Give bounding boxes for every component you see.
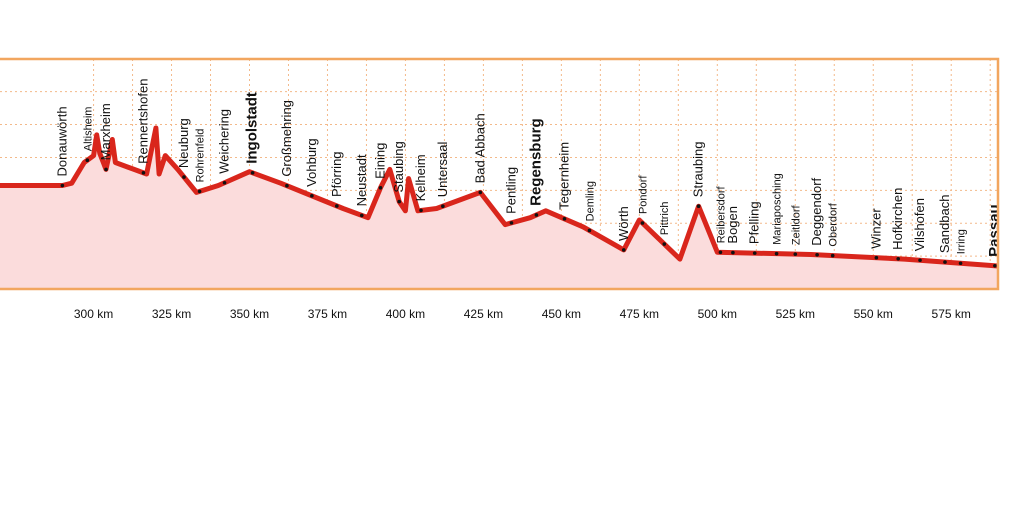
town-marker-7	[250, 171, 255, 175]
town-marker-34	[918, 258, 922, 263]
town-label-22: Pondorf	[638, 175, 650, 214]
town-marker-16	[478, 190, 483, 195]
town-marker-22	[640, 221, 645, 225]
town-marker-26	[731, 250, 735, 255]
town-label-3: Rennertshofen	[136, 79, 151, 164]
town-label-36: Irring	[956, 229, 968, 254]
town-marker-20	[587, 228, 592, 233]
town-label-37: Passau	[986, 204, 1003, 257]
town-marker-31	[830, 253, 835, 258]
town-label-30: Deggendorf	[809, 177, 824, 245]
town-marker-28	[774, 251, 779, 256]
x-tick-label-1: 325 km	[152, 307, 191, 321]
town-marker-9	[310, 194, 314, 198]
town-marker-27	[752, 251, 757, 255]
town-label-2: Marxheim	[98, 103, 113, 160]
town-marker-24	[696, 204, 701, 208]
town-marker-5	[197, 189, 202, 194]
town-label-9: Vohburg	[304, 138, 319, 186]
chart-frame	[0, 57, 1000, 291]
town-label-8: Großmehring	[279, 100, 294, 177]
town-label-19: Tegernheim	[557, 142, 572, 210]
town-marker-12	[378, 186, 383, 190]
town-label-11: Neustadt	[354, 154, 369, 206]
town-marker-32	[874, 255, 879, 260]
x-tick-label-3: 375 km	[308, 307, 347, 321]
town-marker-33	[896, 256, 900, 261]
town-label-32: Winzer	[868, 208, 883, 249]
town-label-15: Untersaal	[435, 141, 450, 197]
town-marker-13	[397, 199, 402, 204]
town-label-34: Vilshofen	[912, 198, 927, 251]
x-axis-tick-labels: 300 km 325 km 350 km 375 km 400 km 425 km 450 …	[74, 307, 971, 321]
x-tick-label-0: 300 km	[74, 307, 113, 321]
town-marker-19	[562, 217, 567, 221]
town-marker-8	[285, 183, 289, 188]
town-marker-29	[793, 252, 798, 256]
town-marker-0	[60, 183, 65, 188]
town-label-16: Bad Abbach	[472, 113, 487, 183]
town-marker-6	[222, 180, 227, 185]
town-marker-4	[182, 175, 186, 179]
town-label-28: Mariaposching	[772, 173, 784, 245]
town-label-24: Straubing	[691, 142, 706, 198]
town-label-0: Donauwörth	[54, 106, 69, 176]
town-label-14: Kelheim	[413, 154, 428, 201]
town-label-12: Eining	[373, 143, 388, 179]
x-tick-label-4: 400 km	[386, 307, 425, 321]
town-marker-37	[993, 263, 997, 268]
town-label-1: Altisheim	[82, 107, 94, 152]
town-label-35: Sandbach	[937, 195, 952, 254]
town-marker-15	[441, 204, 445, 208]
town-label-13: Staubing	[391, 141, 406, 192]
town-label-17: Pentling	[503, 167, 518, 214]
profile-line	[0, 125, 999, 269]
town-marker-14	[419, 208, 423, 213]
town-label-10: Pförring	[329, 151, 344, 197]
town-label-21: Wörth	[616, 206, 631, 241]
town-marker-18	[534, 213, 539, 217]
x-tick-label-7: 475 km	[620, 307, 659, 321]
x-tick-label-6: 450 km	[542, 307, 581, 321]
town-label-18: Regensburg	[527, 118, 544, 206]
town-label-25: Reibersdorf	[715, 185, 727, 243]
town-marker-30	[815, 253, 819, 257]
town-label-31: Oberdorf	[828, 202, 840, 246]
town-label-29: Zeitldorf	[790, 204, 802, 245]
x-tick-label-2: 350 km	[230, 307, 269, 321]
profile-area	[0, 128, 998, 289]
town-label-6: Weichering	[217, 109, 232, 174]
town-marker-10	[335, 204, 339, 208]
town-marker-2	[104, 167, 108, 172]
x-tick-label-9: 525 km	[776, 307, 815, 321]
town-marker-1	[85, 158, 90, 162]
x-tick-label-5: 425 km	[464, 307, 503, 321]
x-tick-label-10: 550 km	[854, 307, 893, 321]
x-tick-label-11: 575 km	[932, 307, 971, 321]
town-marker-17	[509, 221, 514, 225]
town-label-7: Ingolstadt	[244, 92, 261, 164]
town-marker-25	[718, 250, 723, 255]
x-tick-label-8: 500 km	[698, 307, 737, 321]
town-labels: Donauwörth Altisheim Marxheim Rennertshofen…	[54, 79, 1002, 257]
town-marker-3	[141, 171, 146, 175]
town-label-26: Bogen	[725, 206, 740, 244]
town-marker-35	[943, 260, 947, 264]
town-label-23: Pittrich	[659, 201, 671, 235]
town-markers	[60, 158, 997, 268]
town-label-4: Neuburg	[176, 118, 191, 168]
town-marker-21	[621, 248, 626, 252]
town-label-20: Demling	[584, 181, 596, 221]
town-label-5: Rohrenfeld	[195, 129, 207, 183]
town-marker-36	[958, 261, 963, 266]
town-marker-23	[662, 242, 667, 246]
town-marker-11	[359, 213, 364, 218]
town-label-27: Pfelling	[747, 201, 762, 244]
town-label-33: Hofkirchen	[890, 188, 905, 250]
